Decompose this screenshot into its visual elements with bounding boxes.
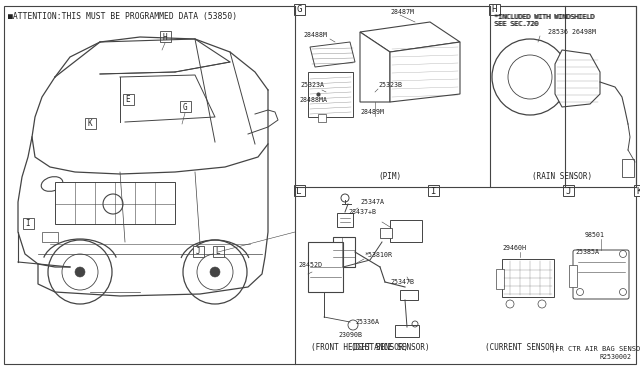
Text: L: L	[216, 247, 220, 257]
Text: H: H	[492, 6, 497, 15]
Text: R2530002: R2530002	[600, 354, 632, 360]
Text: *53810R: *53810R	[365, 252, 393, 258]
Bar	[294, 185, 305, 196]
Text: 25336A: 25336A	[355, 319, 379, 325]
Text: I: I	[26, 219, 30, 228]
Bar	[308, 242, 343, 292]
Text: ■ATTENTION:THIS MUST BE PROGRAMMED DATA (53850): ■ATTENTION:THIS MUST BE PROGRAMMED DATA …	[8, 12, 237, 21]
Polygon shape	[310, 42, 355, 67]
Bar	[428, 185, 439, 196]
Polygon shape	[360, 32, 390, 102]
FancyBboxPatch shape	[573, 250, 629, 299]
Text: K: K	[88, 119, 92, 128]
Bar	[294, 4, 305, 15]
Text: J: J	[196, 247, 200, 257]
Bar	[308, 72, 353, 117]
Text: *INCLUDED WITH WINDSHIELD
SEE SEC.720: *INCLUDED WITH WINDSHIELD SEE SEC.720	[494, 14, 594, 27]
Text: (FR CTR AIR BAG SENSOR): (FR CTR AIR BAG SENSOR)	[551, 345, 640, 352]
Bar	[390, 220, 422, 242]
Text: L: L	[296, 186, 301, 196]
Text: G: G	[296, 6, 301, 15]
Bar	[333, 237, 355, 267]
Text: 28437+B: 28437+B	[348, 209, 376, 215]
Bar	[502, 259, 554, 297]
Text: 25323B: 25323B	[378, 82, 402, 88]
Bar	[563, 185, 574, 196]
Text: 29460H: 29460H	[502, 245, 526, 251]
Polygon shape	[555, 50, 600, 107]
Polygon shape	[390, 42, 460, 102]
Bar	[622, 159, 634, 177]
Bar	[400, 290, 418, 300]
Bar	[395, 325, 419, 337]
Text: 28452D: 28452D	[298, 262, 322, 268]
Text: I: I	[430, 186, 436, 196]
Bar	[193, 246, 204, 257]
Text: 23090B: 23090B	[338, 332, 362, 338]
Text: 28488M: 28488M	[303, 32, 327, 38]
Text: 25385A: 25385A	[575, 249, 599, 255]
Text: H: H	[163, 32, 167, 42]
Text: 25347A: 25347A	[360, 199, 384, 205]
Bar	[569, 265, 577, 287]
Text: 28489M: 28489M	[360, 109, 384, 115]
Text: (CURRENT SENSOR): (CURRENT SENSOR)	[485, 343, 559, 352]
Bar	[123, 94, 134, 105]
Bar	[489, 4, 500, 15]
Bar	[318, 114, 326, 122]
Text: 25323A: 25323A	[300, 82, 324, 88]
Circle shape	[210, 267, 220, 277]
Bar	[160, 31, 171, 42]
Text: 28488MA: 28488MA	[299, 97, 327, 103]
Text: J: J	[565, 186, 571, 196]
Text: 25347B: 25347B	[390, 279, 414, 285]
Bar	[23, 218, 34, 229]
Text: *INCLUDED WITH WINDSHIELD
SEE SEC.720: *INCLUDED WITH WINDSHIELD SEE SEC.720	[495, 14, 595, 27]
Bar	[380, 228, 392, 238]
Circle shape	[75, 267, 85, 277]
Text: (PIM): (PIM)	[378, 172, 401, 181]
Text: (FRONT HEIGHT SENSOR): (FRONT HEIGHT SENSOR)	[312, 343, 408, 352]
Text: E: E	[125, 96, 131, 105]
Text: (RAIN SENSOR): (RAIN SENSOR)	[532, 172, 592, 181]
Bar	[496, 269, 504, 289]
Bar	[85, 118, 96, 129]
Text: (DISTANCE SENSOR): (DISTANCE SENSOR)	[351, 343, 429, 352]
Polygon shape	[360, 22, 460, 52]
Bar	[42, 232, 58, 242]
Text: G: G	[182, 103, 188, 112]
Text: K: K	[636, 186, 640, 196]
Text: 28487M: 28487M	[390, 9, 414, 15]
Bar	[337, 213, 353, 227]
Bar	[55, 182, 175, 224]
Text: 28536 26498M: 28536 26498M	[548, 29, 596, 35]
Bar	[180, 101, 191, 112]
Bar	[213, 246, 224, 257]
Bar	[634, 185, 640, 196]
Text: 98501: 98501	[585, 232, 605, 238]
